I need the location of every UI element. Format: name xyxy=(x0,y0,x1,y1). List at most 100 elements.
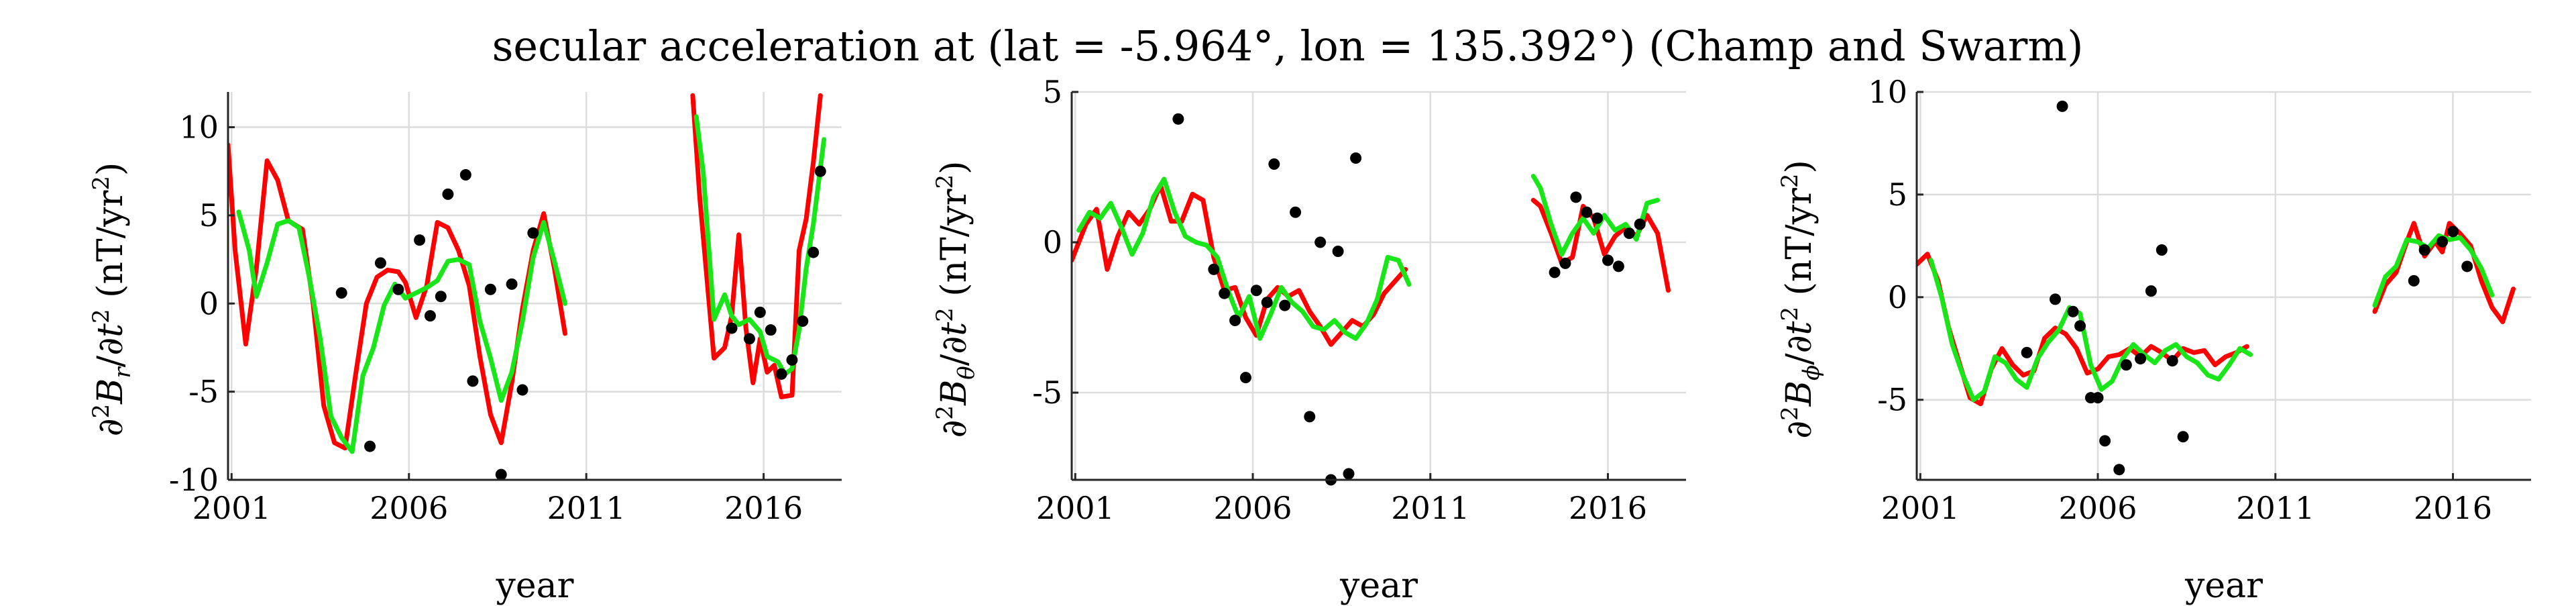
observation-point xyxy=(1581,206,1593,218)
observation-point xyxy=(424,310,436,322)
observation-point xyxy=(2120,359,2132,371)
red-series-line xyxy=(1530,197,1671,293)
observation-point xyxy=(506,278,518,290)
observation-point xyxy=(765,324,777,336)
observation-point xyxy=(495,468,507,481)
y-tick-label: 10 xyxy=(179,109,219,146)
green-series-line xyxy=(236,209,567,454)
observation-point xyxy=(1172,113,1184,125)
observation-point xyxy=(1261,297,1273,309)
y-axis-label: ∂2Br/∂t2 (nT/yr2) xyxy=(88,162,136,437)
observation-point xyxy=(743,333,755,345)
plot-area xyxy=(1072,174,1671,347)
observation-point xyxy=(1634,218,1646,230)
y-tick-label: -5 xyxy=(1032,374,1062,411)
observation-point xyxy=(414,234,426,246)
chart-title: secular acceleration at (lat = -5.964°, … xyxy=(492,21,2084,70)
observation-point xyxy=(459,168,471,181)
red-series-line xyxy=(690,93,823,399)
y-tick-label: -5 xyxy=(1877,382,1907,418)
observation-point xyxy=(754,306,766,318)
observation-point xyxy=(2177,431,2189,443)
y-tick-label: 5 xyxy=(1043,74,1062,110)
observation-point xyxy=(726,322,738,334)
x-axis-label: year xyxy=(495,566,573,606)
observation-point xyxy=(1268,158,1280,170)
y-tick-label: 0 xyxy=(1043,224,1062,260)
observation-point xyxy=(1239,372,1251,384)
plot-area xyxy=(1917,221,2516,407)
observation-point xyxy=(435,291,447,303)
y-axis-label: ∂2Bϕ/∂t2 (nT/yr2) xyxy=(1777,160,1825,439)
observation-point xyxy=(1602,254,1614,266)
green-series-line xyxy=(1530,174,1661,257)
x-tick-label: 2006 xyxy=(2058,490,2137,526)
x-tick-label: 2006 xyxy=(1213,490,1292,526)
observation-point xyxy=(1290,206,1302,218)
x-tick-label: 2011 xyxy=(547,490,626,526)
observation-point xyxy=(2056,100,2068,112)
green-series-line xyxy=(693,114,827,376)
observation-point xyxy=(1591,212,1604,224)
observation-point xyxy=(1549,266,1561,279)
green-series-line xyxy=(2372,233,2495,308)
observation-point xyxy=(516,384,528,396)
observation-point xyxy=(2049,293,2061,305)
y-tick-label: -10 xyxy=(169,462,219,498)
y-tick-label: 0 xyxy=(199,285,219,321)
observation-point xyxy=(1208,263,1220,275)
observation-point xyxy=(374,257,386,269)
observation-point xyxy=(364,440,376,452)
observation-point xyxy=(527,227,539,239)
observation-point xyxy=(1343,468,1355,480)
observation-point xyxy=(2437,236,2449,248)
observation-point xyxy=(814,165,826,177)
x-tick-label: 2011 xyxy=(1391,490,1469,526)
observation-point xyxy=(467,375,479,387)
observation-point xyxy=(484,283,496,295)
observation-point xyxy=(807,246,820,258)
subplot-container: 2001 2006 2011 2016 -10 -5 0 5 10 year ∂2Br/∂t2 (n… xyxy=(88,74,2531,606)
observation-point xyxy=(1559,257,1571,269)
observation-point xyxy=(2418,244,2430,256)
red-series-line xyxy=(228,142,567,451)
observation-point xyxy=(1623,228,1635,240)
y-axis-label: ∂2Bθ/∂t2 (nT/yr2) xyxy=(932,161,980,438)
y-tick-label: 5 xyxy=(1888,176,1907,213)
x-tick-label: 2001 xyxy=(1881,490,1960,526)
y-tick-label: -5 xyxy=(188,374,219,410)
x-tick-label: 2011 xyxy=(2236,490,2314,526)
observation-point xyxy=(1229,315,1241,327)
x-tick-label: 2016 xyxy=(724,490,803,526)
observation-point xyxy=(2155,244,2168,256)
observation-point xyxy=(2145,285,2157,297)
observation-point xyxy=(1612,260,1624,272)
observation-point xyxy=(797,315,809,327)
observation-point xyxy=(1350,152,1362,164)
red-series-line xyxy=(1072,183,1408,347)
observation-point xyxy=(2074,320,2086,332)
observation-point xyxy=(2166,355,2178,367)
observation-point xyxy=(2092,392,2104,404)
y-tick-label: 0 xyxy=(1888,279,1907,315)
subplot-2: 2001 2006 2011 2016 -5 0 5 year ∂2Bθ/∂t2 (nT/yr2… xyxy=(932,74,1686,606)
x-tick-label: 2001 xyxy=(192,490,271,526)
x-tick-label: 2016 xyxy=(2414,490,2492,526)
observation-point xyxy=(1219,287,1231,299)
observation-point xyxy=(2135,353,2147,365)
observation-point xyxy=(775,368,787,380)
observation-point xyxy=(335,287,347,299)
observation-point xyxy=(2447,225,2459,238)
x-axis-label: year xyxy=(1339,566,1418,606)
observation-point xyxy=(2113,464,2125,476)
observation-point xyxy=(392,283,404,295)
observation-point xyxy=(1279,299,1291,311)
subplot-3: 2001 2006 2011 2016 -5 0 5 10 year ∂2Bϕ/∂t2 (nT/y… xyxy=(1777,74,2531,606)
observation-point xyxy=(2067,305,2079,317)
observation-point xyxy=(1304,411,1316,423)
observation-point xyxy=(2461,260,2473,272)
green-series-line xyxy=(1928,258,2253,403)
y-tick-label: 5 xyxy=(199,197,219,234)
observation-point xyxy=(442,188,454,200)
